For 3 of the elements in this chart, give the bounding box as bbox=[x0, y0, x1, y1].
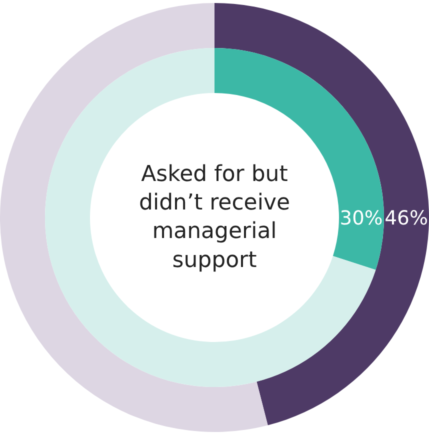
data-label: 46% bbox=[384, 206, 428, 230]
text: Asked for but didn’t receive managerial support bbox=[139, 162, 290, 273]
data-label: 30% bbox=[340, 206, 383, 230]
